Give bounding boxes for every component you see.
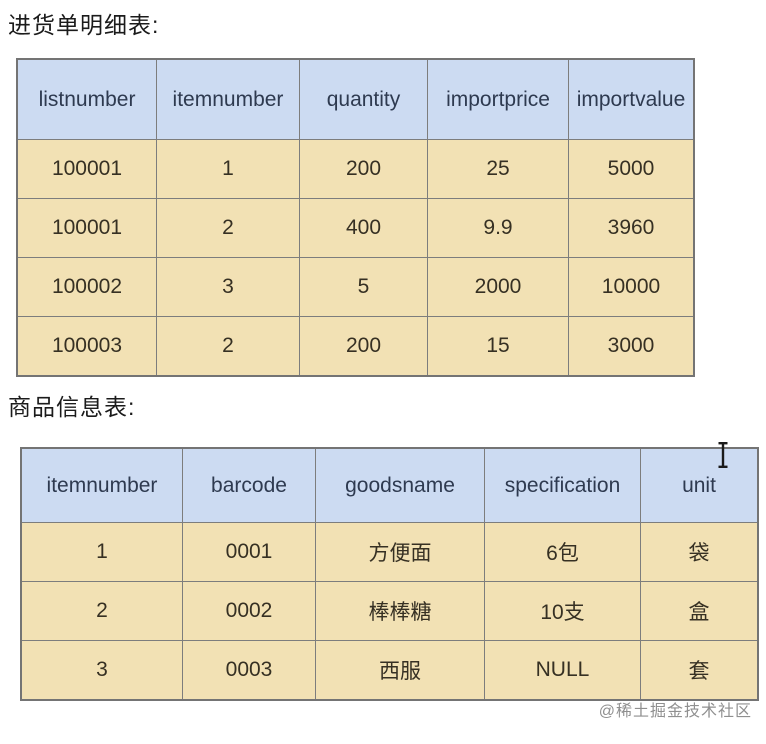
table-cell: 5000 (568, 139, 695, 199)
table-cell: 15 (427, 316, 569, 377)
table-cell: 3 (20, 640, 183, 701)
table-row: 100002 3 5 2000 10000 (16, 257, 695, 317)
table-cell: NULL (484, 640, 641, 701)
table-cell: 10支 (484, 581, 641, 641)
goods-info-table: itemnumber barcode goodsname specification u… (20, 447, 759, 701)
table-cell: 100002 (16, 257, 157, 317)
table-cell: 0002 (182, 581, 316, 641)
table-row: 100003 2 200 15 3000 (16, 316, 695, 377)
goods-info-table-title: 商品信息表: (8, 394, 136, 420)
table-cell: 25 (427, 139, 569, 199)
table-cell: 5 (299, 257, 428, 317)
table-cell: 6包 (484, 522, 641, 582)
table-cell: 200 (299, 316, 428, 377)
table-row: 2 0002 棒棒糖 10支盒 (20, 581, 759, 641)
table-cell: 方便面 (315, 522, 485, 582)
table-cell: 2 (156, 198, 300, 258)
column-header-specification: specification (484, 447, 641, 523)
column-header-quantity: quantity (299, 58, 428, 140)
table-cell: 套 (640, 640, 759, 701)
table-row: 100001 1 200 25 5000 (16, 139, 695, 199)
table-cell: 2000 (427, 257, 569, 317)
table-cell: 0001 (182, 522, 316, 582)
table-cell: 10000 (568, 257, 695, 317)
table-cell: 9.9 (427, 198, 569, 258)
column-header-listnumber: listnumber (16, 58, 157, 140)
table-cell: 0003 (182, 640, 316, 701)
table-cell: 100001 (16, 198, 157, 258)
table-cell: 200 (299, 139, 428, 199)
purchase-detail-table-title: 进货单明细表: (8, 12, 160, 38)
table-cell: 400 (299, 198, 428, 258)
column-header-unit: unit (640, 447, 759, 523)
column-header-itemnumber: itemnumber (156, 58, 300, 140)
table-cell: 2 (156, 316, 300, 377)
column-header-barcode: barcode (182, 447, 316, 523)
table-row: 1 0001 方便面 6包袋 (20, 522, 759, 582)
column-header-importprice: importprice (427, 58, 569, 140)
purchase-detail-table: listnumber itemnumber quantity importprice i… (16, 58, 695, 377)
table-cell: 3960 (568, 198, 695, 258)
table-cell: 棒棒糖 (315, 581, 485, 641)
table-row: 3 0003 西服 NULL 套 (20, 640, 759, 701)
table-cell: 1 (20, 522, 183, 582)
header-row: itemnumber barcode goodsname specification u… (20, 447, 759, 523)
column-header-itemnumber: itemnumber (20, 447, 183, 523)
column-header-goodsname: goodsname (315, 447, 485, 523)
table-cell: 1 (156, 139, 300, 199)
table-cell: 3 (156, 257, 300, 317)
table-cell: 100001 (16, 139, 157, 199)
column-header-importvalue: importvalue (568, 58, 695, 140)
table-cell: 袋 (640, 522, 759, 582)
table-cell: 100003 (16, 316, 157, 377)
table-row: 100001 2 400 9.9 3960 (16, 198, 695, 258)
table-cell: 西服 (315, 640, 485, 701)
table-cell: 盒 (640, 581, 759, 641)
header-row: listnumber itemnumber quantity importprice i… (16, 58, 695, 140)
table-cell: 2 (20, 581, 183, 641)
table-cell: 3000 (568, 316, 695, 377)
